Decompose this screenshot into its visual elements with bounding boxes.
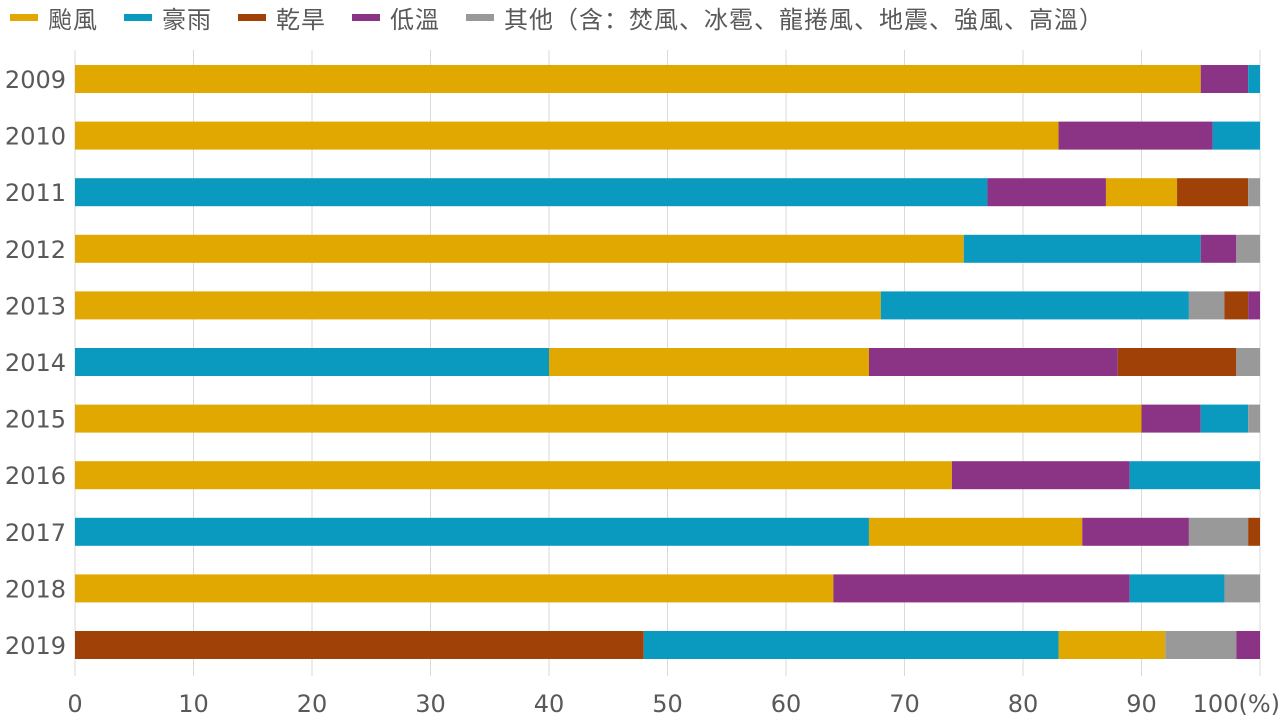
bar-segment bbox=[868, 348, 1118, 376]
x-tick-label: 0 bbox=[67, 690, 82, 718]
year-label: 2009 bbox=[5, 66, 66, 94]
bar-segment bbox=[1129, 574, 1225, 603]
legend-label-drought: 乾旱 bbox=[276, 5, 326, 34]
bar-segment bbox=[75, 631, 644, 659]
x-tick-label: 70 bbox=[889, 690, 920, 718]
bar-segment bbox=[75, 291, 881, 320]
year-label: 2011 bbox=[5, 179, 66, 207]
bar-segment bbox=[75, 517, 869, 546]
chart-legend: 颱風 豪雨 乾旱 低溫 其他（含：焚風、冰雹、龍捲風、地震、強風、高溫） bbox=[0, 0, 1280, 34]
bar-segment bbox=[1141, 404, 1201, 433]
bar-segment bbox=[549, 348, 869, 376]
bar-segment bbox=[75, 461, 952, 490]
bar-segment bbox=[75, 178, 988, 207]
bar-segment bbox=[75, 234, 964, 263]
bar-segment bbox=[1058, 631, 1166, 659]
x-tick-label: 40 bbox=[534, 690, 565, 718]
year-label: 2017 bbox=[5, 519, 66, 547]
bar-segment bbox=[75, 121, 1059, 150]
legend-item-drought: 乾旱 bbox=[238, 0, 326, 35]
year-label: 2013 bbox=[5, 292, 66, 320]
bar-segment bbox=[1200, 404, 1249, 433]
bar-segment bbox=[951, 461, 1130, 490]
x-tick-label: 20 bbox=[297, 690, 328, 718]
bar-segment bbox=[1236, 348, 1260, 376]
year-label: 2012 bbox=[5, 236, 66, 264]
x-tick-labels: 0 10 20 30 40 50 60 70 80 90 100(%) bbox=[67, 690, 1280, 718]
year-label: 2019 bbox=[5, 632, 66, 660]
x-tick-label: 50 bbox=[652, 690, 683, 718]
bar-segment bbox=[1224, 574, 1260, 603]
year-label: 2016 bbox=[5, 462, 66, 490]
bar-segment bbox=[833, 574, 1130, 603]
bar-segment bbox=[1248, 404, 1260, 433]
bar-segment bbox=[1117, 348, 1237, 376]
x-tick-label: 80 bbox=[1008, 690, 1039, 718]
bar-segment bbox=[1177, 178, 1249, 207]
legend-swatch-heavy-rain bbox=[124, 13, 152, 21]
legend-item-typhoon: 颱風 bbox=[10, 0, 98, 35]
x-tick-label: 10 bbox=[178, 690, 209, 718]
bar-segment bbox=[868, 517, 1083, 546]
bars bbox=[75, 65, 1260, 659]
bar-segment bbox=[1165, 631, 1237, 659]
legend-swatch-drought bbox=[238, 13, 266, 21]
bar-segment bbox=[75, 348, 549, 376]
legend-swatch-typhoon bbox=[10, 13, 38, 21]
legend-swatch-other bbox=[466, 13, 494, 21]
bar-segment bbox=[963, 234, 1201, 263]
bar-segment bbox=[1058, 121, 1213, 150]
legend-item-other: 其他（含：焚風、冰雹、龍捲風、地震、強風、高溫） bbox=[466, 0, 1104, 35]
x-tick-label: 60 bbox=[771, 690, 802, 718]
year-label: 2018 bbox=[5, 575, 66, 603]
x-tick-label: 90 bbox=[1126, 690, 1157, 718]
legend-swatch-low-temp bbox=[352, 13, 380, 21]
bar-segment bbox=[1188, 291, 1225, 320]
bar-segment bbox=[1224, 291, 1249, 320]
year-label: 2014 bbox=[5, 349, 66, 377]
x-tick-label: 100(%) bbox=[1193, 690, 1280, 718]
bar-segment bbox=[75, 404, 1142, 433]
legend-item-low-temp: 低溫 bbox=[352, 0, 440, 35]
legend-label-other: 其他（含：焚風、冰雹、龍捲風、地震、強風、高溫） bbox=[504, 5, 1104, 34]
bar-segment bbox=[1082, 517, 1189, 546]
bar-segment bbox=[1212, 121, 1260, 150]
bar-segment bbox=[1200, 65, 1249, 93]
bar-segment bbox=[1236, 234, 1260, 263]
bar-segment bbox=[1248, 65, 1260, 93]
bar-segment bbox=[1248, 178, 1260, 207]
bar-segment bbox=[1236, 631, 1260, 659]
bar-segment bbox=[1200, 234, 1237, 263]
bar-segment bbox=[1188, 517, 1249, 546]
x-tick-label: 30 bbox=[415, 690, 446, 718]
bar-segment bbox=[643, 631, 1059, 659]
bar-segment bbox=[1248, 517, 1260, 546]
year-labels: 2009 2010 2011 2012 2013 2014 2015 2016 2017 2018… bbox=[5, 66, 66, 660]
year-label: 2010 bbox=[5, 123, 66, 151]
legend-item-heavy-rain: 豪雨 bbox=[124, 0, 212, 35]
year-label: 2015 bbox=[5, 406, 66, 434]
bar-segment bbox=[75, 65, 1201, 93]
bar-segment bbox=[1248, 291, 1260, 320]
bar-segment bbox=[75, 574, 834, 603]
legend-label-heavy-rain: 豪雨 bbox=[162, 5, 212, 34]
legend-label-typhoon: 颱風 bbox=[48, 5, 98, 34]
legend-label-low-temp: 低溫 bbox=[390, 5, 440, 34]
bar-segment bbox=[987, 178, 1106, 207]
bar-segment bbox=[1105, 178, 1178, 207]
bar-segment bbox=[880, 291, 1189, 320]
bar-segment bbox=[1129, 461, 1260, 490]
